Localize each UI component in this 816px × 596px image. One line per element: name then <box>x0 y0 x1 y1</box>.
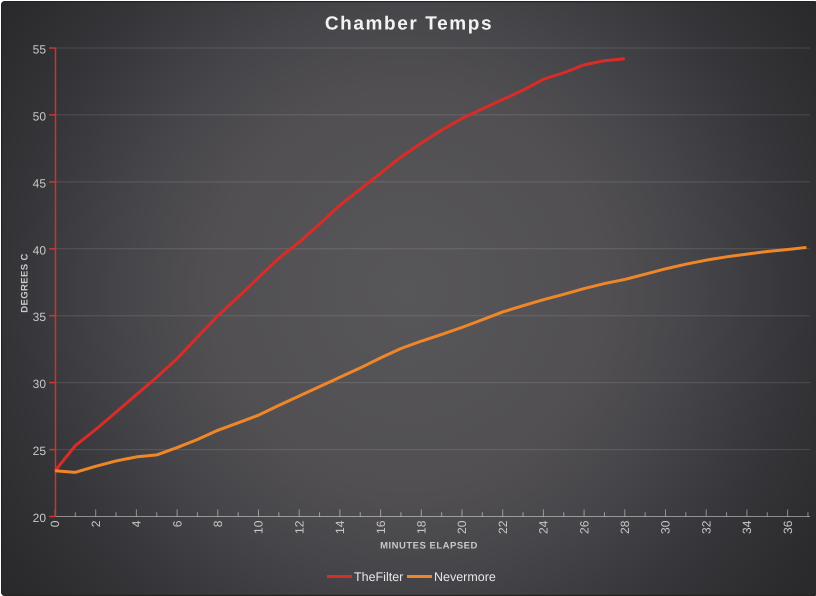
svg-text:28: 28 <box>618 520 632 534</box>
svg-text:32: 32 <box>699 520 713 534</box>
svg-text:Nevermore: Nevermore <box>434 570 496 584</box>
svg-text:12: 12 <box>292 520 306 534</box>
svg-text:22: 22 <box>496 520 510 534</box>
svg-text:20: 20 <box>33 511 47 525</box>
svg-text:8: 8 <box>211 520 225 527</box>
svg-text:24: 24 <box>537 520 551 534</box>
svg-text:30: 30 <box>33 377 47 391</box>
svg-text:36: 36 <box>781 520 795 534</box>
svg-text:45: 45 <box>33 176 47 190</box>
svg-text:30: 30 <box>659 520 673 534</box>
svg-text:TheFilter: TheFilter <box>354 570 403 584</box>
svg-text:2: 2 <box>89 520 103 527</box>
svg-text:50: 50 <box>33 109 47 123</box>
svg-text:14: 14 <box>333 520 347 534</box>
svg-text:26: 26 <box>577 520 591 534</box>
svg-text:34: 34 <box>740 520 754 534</box>
svg-text:16: 16 <box>374 520 388 534</box>
svg-text:40: 40 <box>33 243 47 257</box>
svg-text:6: 6 <box>170 520 184 527</box>
svg-text:20: 20 <box>455 520 469 534</box>
svg-text:Chamber Temps: Chamber Temps <box>325 13 493 34</box>
svg-text:MINUTES ELAPSED: MINUTES ELAPSED <box>380 541 478 552</box>
svg-text:35: 35 <box>33 310 47 324</box>
svg-text:55: 55 <box>33 43 47 57</box>
svg-text:25: 25 <box>33 444 47 458</box>
svg-text:4: 4 <box>130 520 144 527</box>
svg-text:DEGREES C: DEGREES C <box>20 253 31 313</box>
svg-text:0: 0 <box>48 520 62 527</box>
svg-text:18: 18 <box>415 520 429 534</box>
svg-text:10: 10 <box>252 520 266 534</box>
